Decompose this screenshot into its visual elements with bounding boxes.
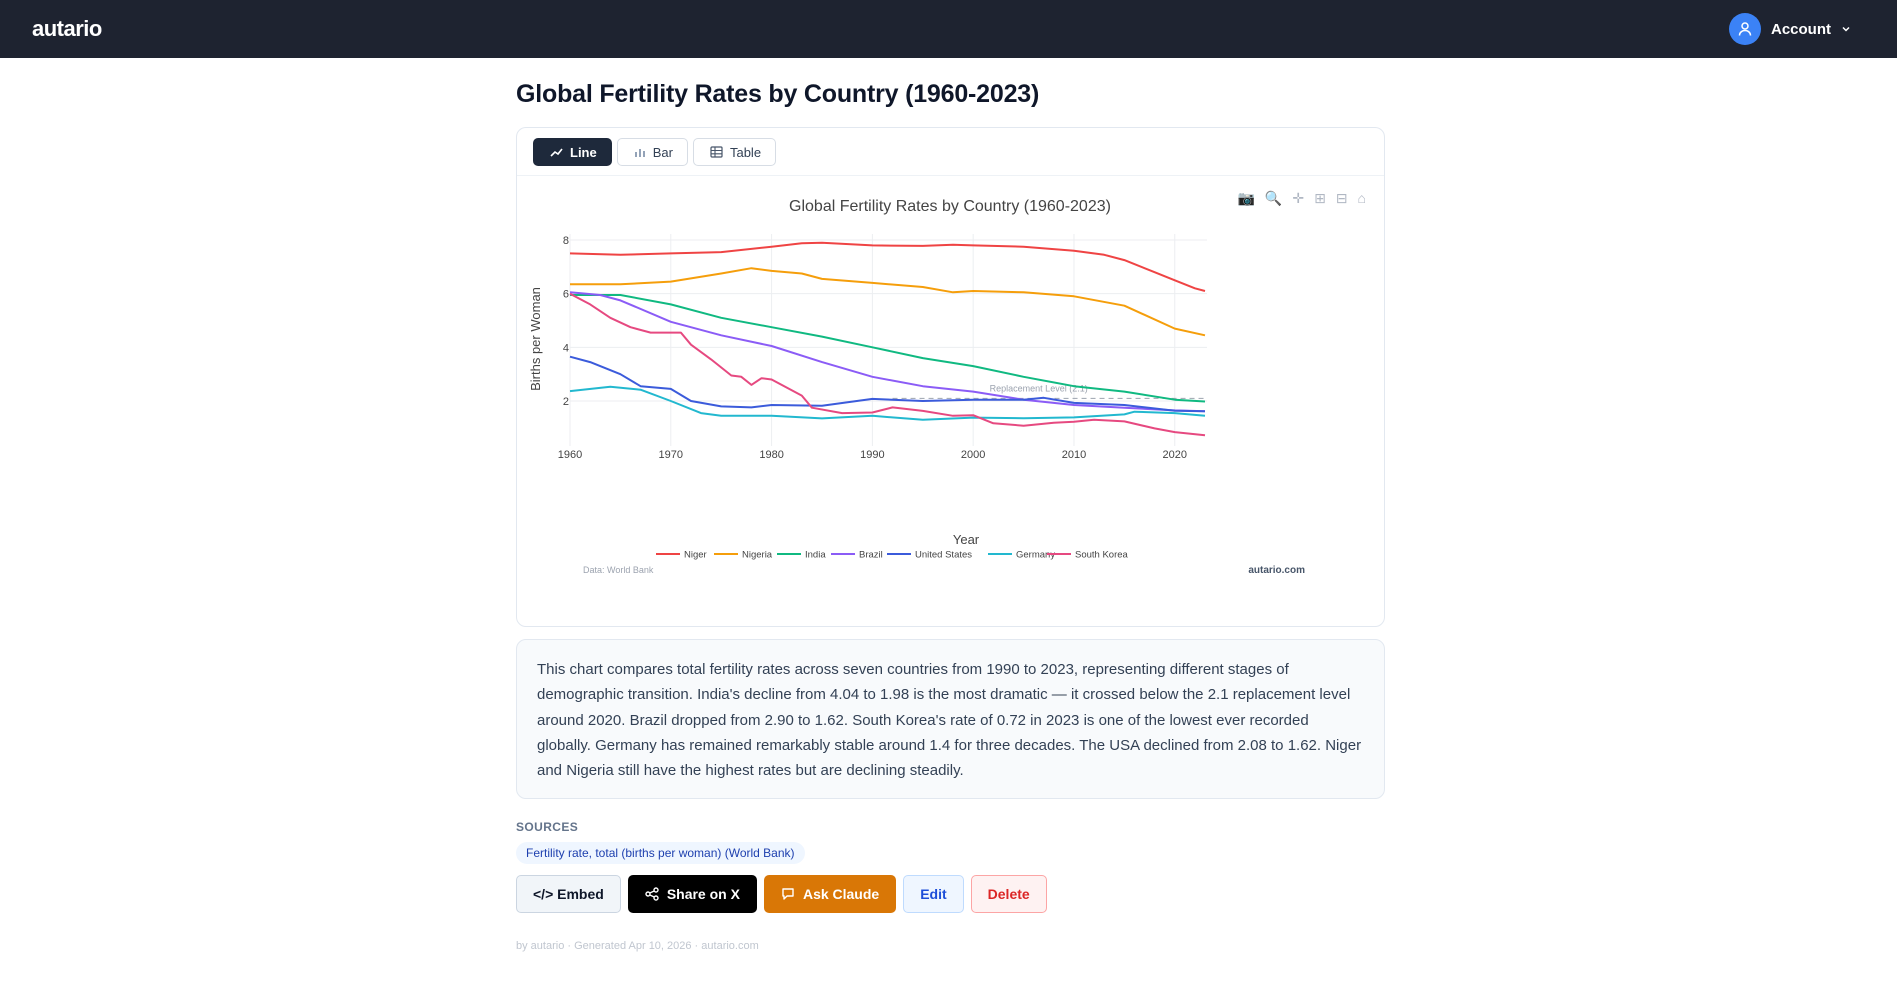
legend-item-south-korea[interactable]: South Korea bbox=[1075, 550, 1129, 561]
x-axis-label: Year bbox=[953, 532, 980, 547]
legend-item-niger[interactable]: Niger bbox=[684, 550, 707, 561]
avatar[interactable] bbox=[1729, 13, 1761, 45]
ask-claude-button[interactable]: Ask Claude bbox=[763, 875, 897, 913]
series-line-germany bbox=[569, 385, 1206, 421]
action-buttons: </> Embed Share on X Ask Claude Edit Del… bbox=[516, 875, 1385, 913]
series-line-united-states bbox=[569, 355, 1206, 413]
x-tick-label: 1980 bbox=[759, 449, 783, 461]
legend-item-india[interactable]: India bbox=[805, 550, 826, 561]
top-navigation-bar: autario Account bbox=[0, 0, 1897, 58]
pan-icon[interactable]: ✛ bbox=[1292, 190, 1305, 206]
y-tick-label: 4 bbox=[563, 342, 569, 354]
y-tick-label: 2 bbox=[563, 396, 569, 408]
share-icon bbox=[645, 887, 659, 901]
tab-bar[interactable]: Bar bbox=[616, 138, 688, 166]
tab-line[interactable]: Line bbox=[533, 138, 612, 166]
table-icon bbox=[710, 146, 723, 158]
series-line-south-korea bbox=[569, 292, 1206, 437]
page-footer: by autario · Generated Apr 10, 2026 · au… bbox=[516, 940, 759, 952]
x-tick-label: 1960 bbox=[558, 449, 582, 461]
chart-title: Global Fertility Rates by Country (1960-… bbox=[789, 198, 1111, 215]
tab-bar-label: Bar bbox=[652, 144, 673, 160]
tab-table[interactable]: Table bbox=[692, 138, 777, 166]
user-icon bbox=[1738, 22, 1752, 36]
source-chip[interactable]: Fertility rate, total (births per woman)… bbox=[516, 842, 805, 864]
zoom-in-icon[interactable]: ⊞ bbox=[1314, 190, 1326, 206]
account-menu[interactable]: Account bbox=[1729, 13, 1851, 45]
legend-item-brazil[interactable]: Brazil bbox=[859, 550, 883, 561]
line-chart: Global Fertility Rates by Country (1960-… bbox=[528, 198, 1305, 576]
home-icon[interactable]: ⌂ bbox=[1357, 190, 1366, 206]
sources-heading: SOURCES bbox=[516, 820, 579, 834]
zoom-icon[interactable]: 🔍 bbox=[1264, 190, 1283, 206]
y-axis-label: Births per Woman bbox=[528, 287, 543, 391]
delete-button-label: Delete bbox=[987, 886, 1030, 902]
chart-watermark: autario.com bbox=[1248, 565, 1305, 576]
chart-type-tabs: Line Bar Table bbox=[517, 128, 1384, 176]
x-tick-label: 2000 bbox=[961, 449, 985, 461]
logo[interactable]: autario bbox=[32, 16, 102, 41]
bar-chart-icon bbox=[634, 149, 645, 157]
legend-item-united-states[interactable]: United States bbox=[915, 550, 972, 561]
edit-button-label: Edit bbox=[920, 886, 947, 902]
tab-line-label: Line bbox=[570, 144, 597, 160]
series-line-brazil bbox=[569, 291, 1206, 413]
chart-modebar: 📷 🔍 ✛ ⊞ ⊟ ⌂ bbox=[1237, 190, 1366, 207]
ask-claude-label: Ask Claude bbox=[802, 886, 880, 902]
chart-card: Line Bar Table 📷 🔍 ✛ ⊞ ⊟ ⌂ Global Fertil… bbox=[516, 127, 1385, 627]
y-tick-label: 8 bbox=[563, 235, 569, 247]
series-line-nigeria bbox=[570, 267, 1206, 337]
chat-bubble-icon bbox=[782, 888, 794, 900]
share-button-label: Share on X bbox=[666, 886, 740, 902]
share-on-x-button[interactable]: Share on X bbox=[627, 875, 757, 913]
main-content: Global Fertility Rates by Country (1960-… bbox=[516, 58, 1385, 952]
chart-description: This chart compares total fertility rate… bbox=[516, 639, 1385, 799]
x-tick-label: 2020 bbox=[1163, 449, 1187, 461]
embed-button[interactable]: </> Embed bbox=[516, 875, 621, 913]
zoom-out-icon[interactable]: ⊟ bbox=[1335, 190, 1348, 206]
y-tick-label: 6 bbox=[563, 289, 569, 301]
series-line-niger bbox=[569, 241, 1206, 292]
page-title: Global Fertility Rates by Country (1960-… bbox=[516, 80, 1040, 108]
tab-table-label: Table bbox=[729, 144, 762, 160]
delete-button[interactable]: Delete bbox=[970, 875, 1047, 913]
x-tick-label: 1970 bbox=[659, 449, 683, 461]
series-line-india bbox=[570, 294, 1206, 403]
replacement-level-annotation: Replacement Level (2.1) bbox=[990, 383, 1088, 393]
embed-button-label: </> Embed bbox=[533, 886, 604, 902]
line-chart-icon bbox=[550, 148, 563, 157]
x-tick-label: 2010 bbox=[1062, 449, 1086, 461]
x-tick-label: 1990 bbox=[860, 449, 884, 461]
data-source-note: Data: World Bank bbox=[583, 565, 654, 575]
camera-icon[interactable]: 📷 bbox=[1237, 190, 1255, 206]
chevron-down-icon bbox=[1842, 26, 1850, 32]
edit-button[interactable]: Edit bbox=[903, 875, 964, 913]
account-label[interactable]: Account bbox=[1771, 20, 1831, 38]
legend-item-germany[interactable]: Germany bbox=[1016, 550, 1055, 561]
legend-item-nigeria[interactable]: Nigeria bbox=[742, 550, 773, 561]
